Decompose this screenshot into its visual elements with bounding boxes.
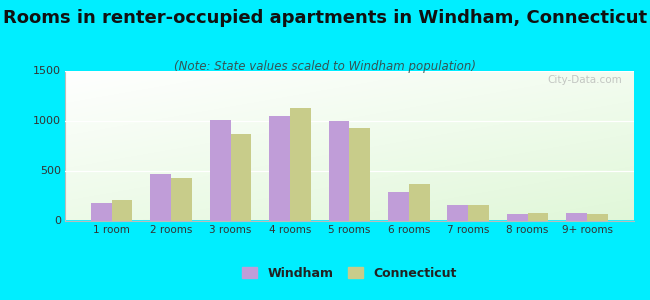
Bar <box>388 191 409 220</box>
Text: City-Data.com: City-Data.com <box>547 75 623 85</box>
Bar <box>210 119 231 220</box>
Bar <box>290 107 311 220</box>
Bar <box>528 212 549 220</box>
Bar <box>269 116 290 220</box>
Bar <box>447 205 468 220</box>
Bar <box>507 214 528 220</box>
Bar <box>328 121 350 220</box>
Bar <box>587 214 608 220</box>
Text: Rooms in renter-occupied apartments in Windham, Connecticut: Rooms in renter-occupied apartments in W… <box>3 9 647 27</box>
Text: (Note: State values scaled to Windham population): (Note: State values scaled to Windham po… <box>174 60 476 73</box>
Bar <box>231 134 252 220</box>
Bar <box>409 184 430 220</box>
Legend: Windham, Connecticut: Windham, Connecticut <box>236 261 463 286</box>
Bar <box>468 205 489 220</box>
Bar <box>171 178 192 220</box>
Bar <box>91 203 112 220</box>
Bar <box>350 128 370 220</box>
Bar <box>150 173 171 220</box>
Bar <box>112 200 133 220</box>
Bar <box>566 212 587 220</box>
